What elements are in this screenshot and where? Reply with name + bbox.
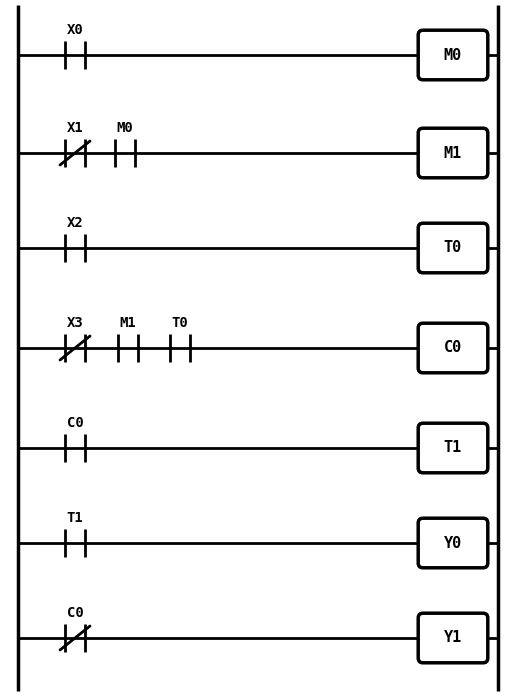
Text: X1: X1 <box>67 121 84 135</box>
FancyBboxPatch shape <box>418 519 488 568</box>
Text: M1: M1 <box>120 316 136 330</box>
Text: C0: C0 <box>444 340 462 356</box>
Text: M1: M1 <box>444 145 462 161</box>
Text: T0: T0 <box>172 316 188 330</box>
Text: X3: X3 <box>67 316 84 330</box>
Text: Y1: Y1 <box>444 631 462 645</box>
Text: T1: T1 <box>67 511 84 525</box>
Text: C0: C0 <box>67 416 84 430</box>
Text: Y0: Y0 <box>444 535 462 551</box>
Text: X2: X2 <box>67 216 84 230</box>
FancyBboxPatch shape <box>418 30 488 80</box>
FancyBboxPatch shape <box>418 423 488 473</box>
FancyBboxPatch shape <box>418 128 488 177</box>
Text: T0: T0 <box>444 241 462 255</box>
Text: M0: M0 <box>117 121 133 135</box>
Text: X0: X0 <box>67 23 84 37</box>
FancyBboxPatch shape <box>418 323 488 373</box>
Text: M0: M0 <box>444 47 462 63</box>
FancyBboxPatch shape <box>418 223 488 273</box>
Text: C0: C0 <box>67 606 84 620</box>
FancyBboxPatch shape <box>418 613 488 663</box>
Text: T1: T1 <box>444 441 462 455</box>
